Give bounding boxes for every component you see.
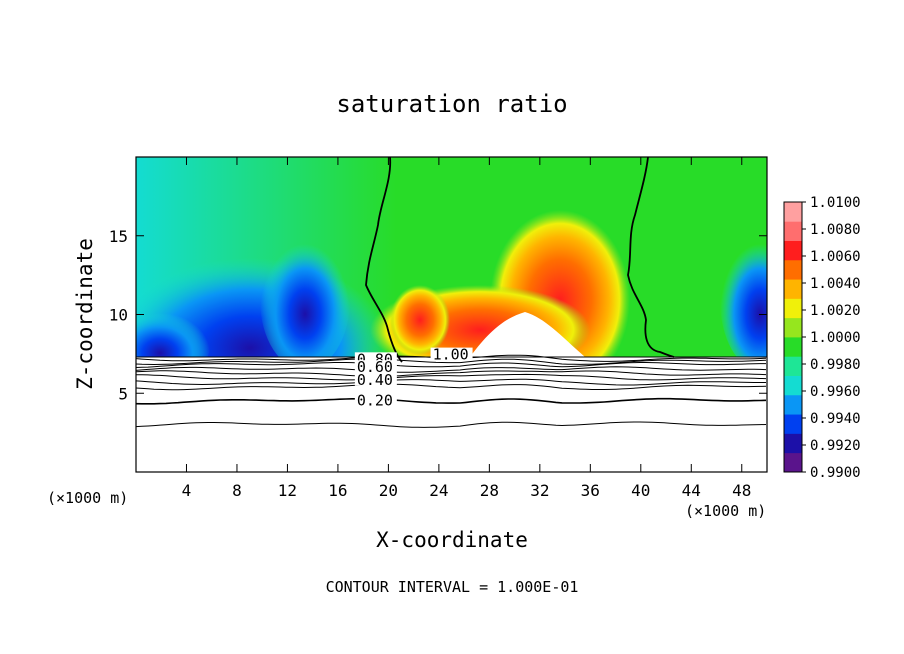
x-unit-label-right: (×1000 m) (685, 502, 766, 520)
y-axis-ticks: 5 10 15 (109, 227, 767, 403)
terrain-mask (136, 357, 767, 472)
contour-line (135, 378, 766, 386)
colorbar-swatch (784, 240, 802, 261)
y-tick-label: 10 (109, 306, 128, 325)
colorbar-swatch (784, 356, 802, 376)
contour-label-bg (430, 347, 473, 361)
field-cool-core-b (260, 230, 350, 370)
x-tick-label: 4 (182, 481, 192, 500)
contour-label: 1.00 (433, 346, 469, 364)
y-axis-label: Z-coordinate (73, 238, 97, 390)
x-tick-label: 28 (480, 481, 499, 500)
colorbar-tick-label: 0.9980 (810, 357, 861, 373)
footer-contour-interval: CONTOUR INTERVAL = 1.000E-01 (326, 578, 579, 596)
contour-labels: 1.000.800.600.400.20 (354, 346, 473, 409)
colorbar-tick-label: 0.9900 (810, 465, 861, 481)
colorbar-swatch (784, 394, 802, 415)
x-tick-label: 16 (328, 481, 347, 500)
x-tick-label: 48 (732, 481, 751, 500)
colorbar-tick-label: 1.0100 (810, 195, 861, 211)
x-tick-label: 36 (581, 481, 600, 500)
colorbar-tick-label: 1.0040 (810, 276, 861, 292)
colorbar-swatch (784, 452, 802, 473)
contour-label: 0.40 (357, 371, 393, 389)
terrain-cloud-hump (470, 312, 585, 357)
contour-label-bg (354, 360, 397, 374)
x-axis-label: X-coordinate (376, 528, 528, 552)
contour-line (136, 373, 767, 381)
colorbar-swatch (784, 317, 802, 338)
x-tick-label: 40 (631, 481, 650, 500)
x-axis-ticks: 4 8 12 16 20 24 28 32 36 40 44 48 (182, 157, 751, 500)
contour-label-bg (354, 372, 397, 386)
x-tick-label: 44 (682, 481, 701, 500)
y-tick-label: 15 (109, 227, 128, 246)
x-tick-label: 20 (379, 481, 398, 500)
colorbar-swatch (784, 221, 802, 241)
colorbar-swatch (784, 298, 802, 319)
x-unit-label-left: (×1000 m) (47, 489, 128, 507)
chart-title: saturation ratio (336, 90, 567, 118)
colorbar-swatch (784, 202, 802, 222)
contour-line (135, 397, 767, 405)
x-tick-label: 24 (429, 481, 448, 500)
colorbar-swatch (784, 259, 802, 280)
colorbar-tick-label: 0.9920 (810, 438, 861, 454)
contour-label: 0.60 (357, 358, 393, 376)
contour-line (135, 366, 767, 373)
contour-line (135, 370, 767, 377)
contour-unity-left (365, 157, 403, 363)
contour-line (135, 421, 767, 428)
colorbar-swatch (784, 279, 802, 299)
colorbar-tick-label: 0.9960 (810, 384, 861, 400)
colorbar-swatch (784, 337, 802, 357)
contour-line (135, 362, 766, 368)
colorbar-swatch (784, 375, 802, 396)
colorbar-swatch (784, 414, 802, 434)
colorbar-tick-label: 1.0000 (810, 330, 861, 346)
colorbar-tick-label: 1.0080 (810, 222, 861, 238)
field-cool-right (720, 230, 767, 370)
colorbar: 0.9900 0.9920 0.9940 0.9960 0.9980 1.0000 1.00… (783, 195, 861, 481)
contour-lines (135, 354, 767, 428)
x-tick-label: 32 (530, 481, 549, 500)
contour-line (135, 383, 767, 391)
colorbar-tick-label: 1.0020 (810, 303, 861, 319)
colorbar-tick-label: 0.9940 (810, 411, 861, 427)
x-tick-label: 12 (278, 481, 297, 500)
y-tick-label: 5 (118, 384, 128, 403)
x-tick-label: 8 (232, 481, 242, 500)
contour-label: 0.20 (357, 391, 393, 409)
contour-unity-right (627, 157, 675, 358)
colorbar-swatch (784, 433, 802, 454)
contour-line (135, 358, 767, 366)
contour-label-bg (354, 393, 397, 407)
field-warm-left (390, 285, 450, 355)
colorbar-tick-label: 1.0060 (810, 249, 861, 265)
